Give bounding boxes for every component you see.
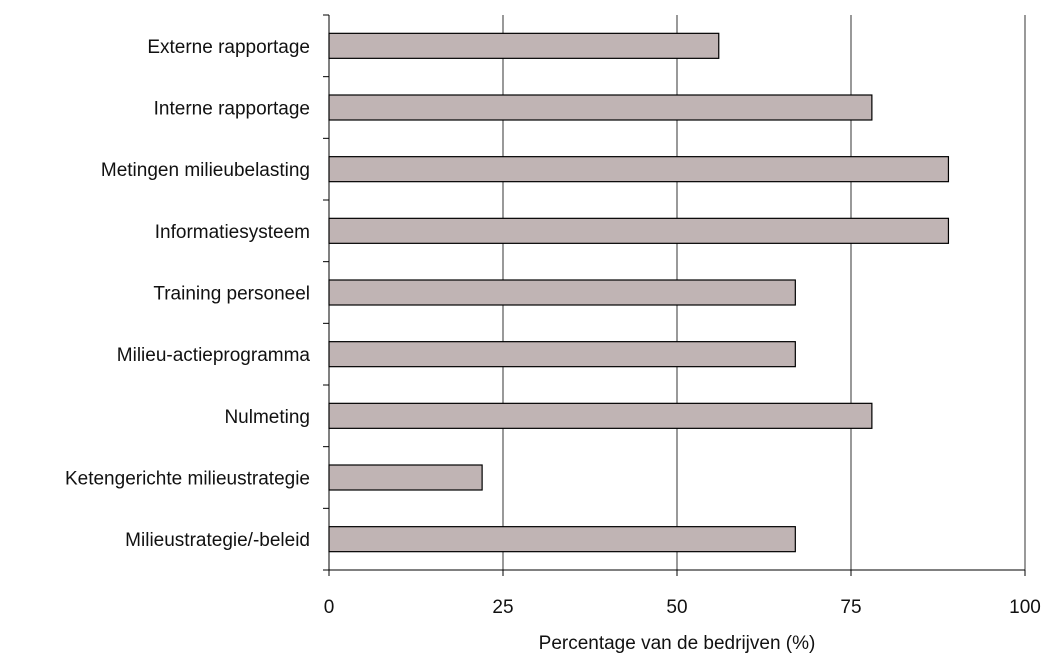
bar-7 xyxy=(328,402,873,429)
x-axis: 0 25 50 75 100 xyxy=(324,569,1041,618)
category-labels: Externe rapportage Interne rapportage Meti… xyxy=(65,37,310,551)
category-label-1: Externe rapportage xyxy=(147,37,310,58)
bar-9 xyxy=(328,526,796,553)
x-tick-label-50: 50 xyxy=(666,597,687,618)
bar-4 xyxy=(328,217,950,244)
bar-8 xyxy=(328,464,483,491)
bar-5 xyxy=(328,279,796,306)
x-tick-label-75: 75 xyxy=(840,597,861,618)
bar-3 xyxy=(328,156,950,183)
category-label-7: Nulmeting xyxy=(224,407,310,428)
y-axis xyxy=(323,14,330,571)
bars xyxy=(328,32,950,553)
category-label-8: Ketengerichte milieustrategie xyxy=(65,469,310,490)
bar-2 xyxy=(328,94,873,121)
category-label-3: Metingen milieubelasting xyxy=(101,160,310,181)
x-tick-label-100: 100 xyxy=(1009,597,1041,618)
category-label-2: Interne rapportage xyxy=(154,99,310,120)
x-tick-label-25: 25 xyxy=(492,597,513,618)
x-axis-label: Percentage van de bedrijven (%) xyxy=(539,633,816,654)
bar-1 xyxy=(328,32,720,59)
category-label-5: Training personeel xyxy=(153,284,310,305)
bar-6 xyxy=(328,341,796,368)
category-label-4: Informatiesysteem xyxy=(155,222,310,243)
category-label-9: Milieustrategie/-beleid xyxy=(125,530,310,551)
category-label-6: Milieu-actieprogramma xyxy=(117,345,311,366)
x-tick-label-0: 0 xyxy=(324,597,335,618)
